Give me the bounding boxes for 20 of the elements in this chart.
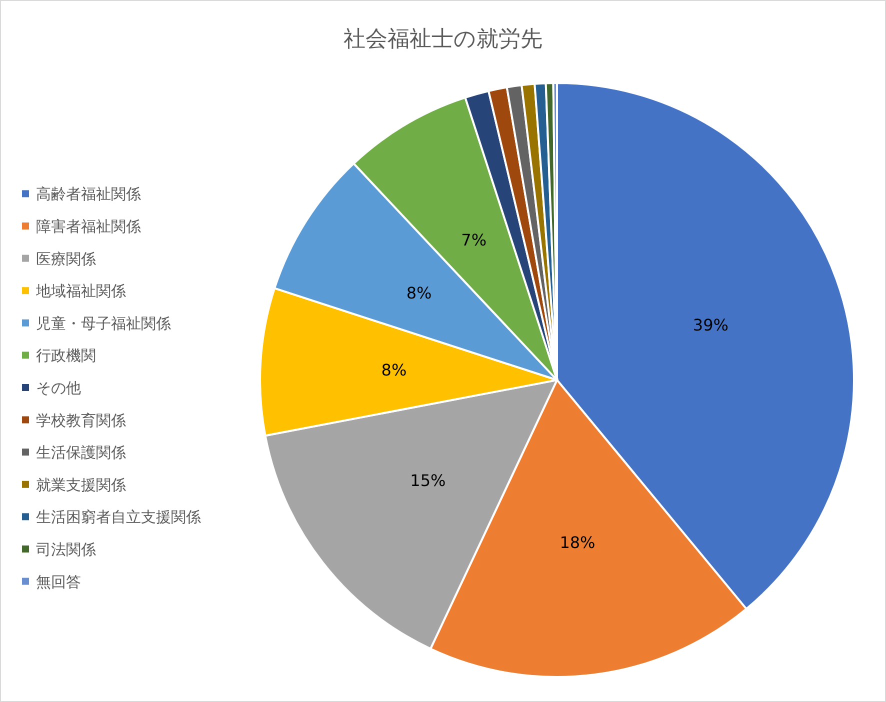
legend-label: 生活保護関係 xyxy=(36,444,126,462)
legend-label: 司法関係 xyxy=(36,540,96,558)
data-label: 7% xyxy=(461,230,487,250)
data-label: 8% xyxy=(406,283,432,302)
legend-label: 生活困窮者自立支援関係 xyxy=(36,508,201,526)
data-label: 39% xyxy=(692,316,728,335)
legend-label: 無回答 xyxy=(36,572,81,591)
legend-label: 医療関係 xyxy=(36,250,96,268)
legend-label: 学校教育関係 xyxy=(36,411,126,430)
legend-label: 児童・母子福祉関係 xyxy=(36,314,171,332)
legend-label: 地域福祉関係 xyxy=(35,282,126,300)
legend-label: 障害者福祉関係 xyxy=(36,218,141,236)
legend-label: 就業支援関係 xyxy=(36,476,126,494)
data-label: 8% xyxy=(381,360,407,380)
data-label: 15% xyxy=(410,471,446,490)
legend-label: その他 xyxy=(36,379,81,397)
chart-title: 社会福祉士の就労先 xyxy=(344,27,542,52)
legend-label: 行政機関 xyxy=(36,346,96,365)
legend-label: 高齢者福祉関係 xyxy=(36,185,141,204)
data-label: 18% xyxy=(560,533,596,552)
